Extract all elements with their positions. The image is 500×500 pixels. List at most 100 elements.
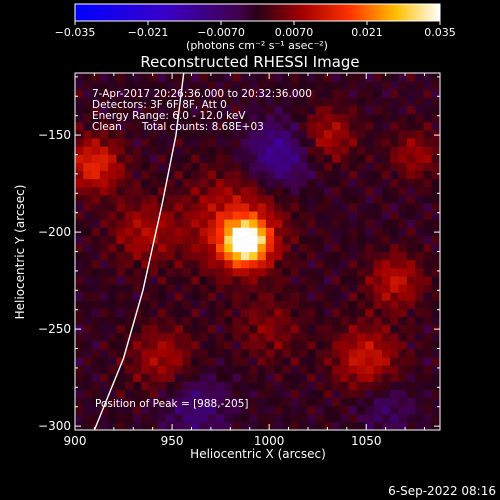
- heatmap-cell: [365, 421, 375, 430]
- heatmap-cell: [406, 251, 416, 261]
- heatmap-cell: [216, 251, 225, 261]
- heatmap-cell: [398, 340, 408, 350]
- heatmap-cell: [182, 113, 192, 123]
- heatmap-cell: [340, 235, 350, 244]
- heatmap-cell: [191, 243, 201, 253]
- heatmap-cell: [191, 365, 201, 374]
- heatmap-cell: [166, 405, 176, 415]
- heatmap-cell: [108, 137, 118, 147]
- heatmap-cell: [307, 259, 317, 269]
- heatmap-cell: [290, 146, 300, 155]
- heatmap-cell: [240, 324, 250, 334]
- heatmap-cell: [124, 73, 134, 82]
- heatmap-cell: [431, 89, 440, 98]
- heatmap-cell: [323, 324, 333, 334]
- heatmap-cell: [323, 300, 333, 309]
- annotation-peak-position: Position of Peak = [988,-205]: [95, 398, 249, 410]
- heatmap-cell: [232, 235, 242, 244]
- heatmap-cell: [75, 81, 84, 90]
- heatmap-cell: [224, 316, 234, 326]
- heatmap-cell: [174, 259, 184, 269]
- heatmap-cell: [298, 113, 308, 123]
- heatmap-cell: [274, 300, 283, 309]
- heatmap-cell: [357, 89, 366, 98]
- heatmap-cell: [232, 365, 242, 374]
- heatmap-cell: [298, 267, 308, 277]
- heatmap-cell: [166, 275, 176, 285]
- heatmap-cell: [91, 210, 101, 220]
- heatmap-cell: [141, 202, 151, 212]
- heatmap-cell: [141, 267, 151, 277]
- heatmap-cell: [357, 194, 366, 204]
- heatmap-cell: [108, 267, 118, 277]
- heatmap-cell: [124, 308, 134, 318]
- heatmap-cell: [133, 365, 142, 374]
- heatmap-cell: [340, 178, 350, 188]
- heatmap-cell: [323, 356, 333, 366]
- heatmap-cell: [431, 235, 440, 244]
- heatmap-cell: [257, 283, 267, 293]
- heatmap-cell: [340, 283, 350, 293]
- heatmap-cell: [149, 397, 159, 407]
- heatmap-cell: [174, 202, 184, 212]
- heatmap-cell: [124, 121, 134, 131]
- heatmap-cell: [149, 97, 159, 107]
- heatmap-cell: [108, 413, 118, 423]
- heatmap-cell: [232, 381, 242, 391]
- heatmap-cell: [91, 292, 101, 301]
- heatmap-cell: [265, 178, 275, 188]
- heatmap-cell: [232, 97, 242, 107]
- heatmap-cell: [423, 389, 433, 399]
- heatmap-cell: [83, 308, 93, 318]
- heatmap-cell: [265, 397, 275, 407]
- heatmap-cell: [83, 332, 93, 342]
- heatmap-cell: [340, 316, 350, 326]
- heatmap-cell: [257, 178, 267, 188]
- heatmap-cell: [332, 170, 342, 180]
- heatmap-cell: [307, 324, 317, 334]
- heatmap-cell: [166, 292, 176, 301]
- heatmap-cell: [290, 275, 300, 285]
- heatmap-cell: [381, 170, 391, 180]
- heatmap-cell: [149, 421, 159, 430]
- heatmap-cell: [307, 251, 317, 261]
- heatmap-cell: [348, 373, 358, 382]
- heatmap-cell: [390, 397, 400, 407]
- heatmap-cell: [282, 210, 292, 220]
- heatmap-cell: [149, 405, 159, 415]
- x-tick-label: 1050: [351, 434, 382, 448]
- heatmap-cell: [99, 356, 109, 366]
- heatmap-cell: [307, 316, 317, 326]
- heatmap-cell: [141, 129, 151, 139]
- heatmap-cell: [265, 332, 275, 342]
- heatmap-cell: [124, 389, 134, 399]
- heatmap-cell: [240, 113, 250, 123]
- heatmap-cell: [365, 121, 375, 131]
- heatmap-cell: [307, 121, 317, 131]
- heatmap-cell: [373, 405, 383, 415]
- heatmap-cell: [166, 397, 176, 407]
- heatmap-cell: [224, 340, 234, 350]
- heatmap-cell: [91, 356, 101, 366]
- heatmap-cell: [182, 413, 192, 423]
- heatmap-cell: [274, 413, 283, 423]
- heatmap-cell: [398, 348, 408, 358]
- heatmap-cell: [381, 186, 391, 196]
- heatmap-cell: [282, 300, 292, 309]
- heatmap-cell: [91, 89, 101, 98]
- heatmap-cell: [431, 202, 440, 212]
- heatmap-cell: [166, 146, 176, 155]
- heatmap-cell: [340, 308, 350, 318]
- heatmap-cell: [108, 389, 118, 399]
- heatmap-cell: [381, 340, 391, 350]
- heatmap-cell: [415, 381, 425, 391]
- heatmap-cell: [274, 283, 283, 293]
- heatmap-cell: [133, 194, 142, 204]
- heatmap-cell: [141, 292, 151, 301]
- heatmap-cell: [298, 421, 308, 430]
- heatmap-cell: [373, 89, 383, 98]
- heatmap-cell: [423, 121, 433, 131]
- heatmap-cell: [406, 170, 416, 180]
- heatmap-cell: [116, 113, 126, 123]
